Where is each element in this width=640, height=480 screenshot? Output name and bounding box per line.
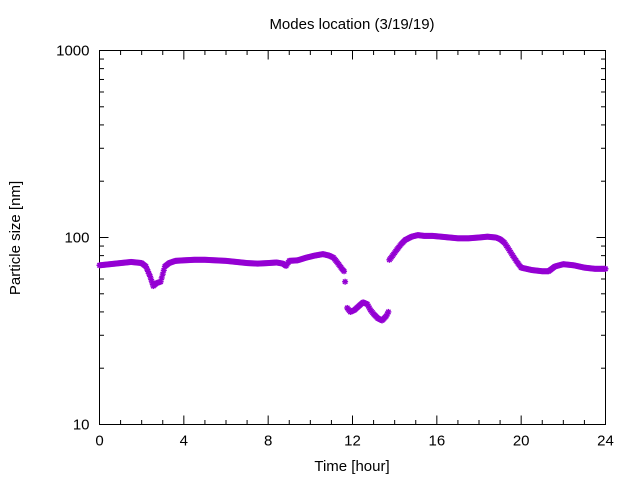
data-point bbox=[342, 278, 349, 285]
chart-title: Modes location (3/19/19) bbox=[269, 16, 434, 33]
data-point bbox=[341, 268, 348, 275]
y-tick-label: 100 bbox=[64, 230, 89, 247]
axis-ticks bbox=[99, 50, 606, 425]
x-tick-label: 4 bbox=[180, 433, 188, 450]
y-tick-label: 10 bbox=[73, 417, 90, 434]
data-points bbox=[96, 232, 609, 324]
data-point bbox=[602, 265, 609, 272]
y-tick-label: 1000 bbox=[56, 43, 89, 60]
x-tick-label: 20 bbox=[513, 433, 530, 450]
y-axis-label: Particle size [nm] bbox=[7, 181, 24, 295]
x-tick-label: 16 bbox=[428, 433, 445, 450]
x-tick-label: 0 bbox=[95, 433, 103, 450]
x-tick-label: 8 bbox=[264, 433, 272, 450]
x-tick-label: 12 bbox=[344, 433, 361, 450]
plot-frame bbox=[99, 50, 606, 425]
data-point bbox=[385, 308, 392, 315]
x-axis-label: Time [hour] bbox=[314, 458, 389, 475]
x-tick-labels: 0 4 8 12 16 20 24 bbox=[95, 433, 614, 450]
x-tick-label: 24 bbox=[597, 433, 614, 450]
y-tick-labels: 10 100 1000 bbox=[56, 43, 89, 434]
